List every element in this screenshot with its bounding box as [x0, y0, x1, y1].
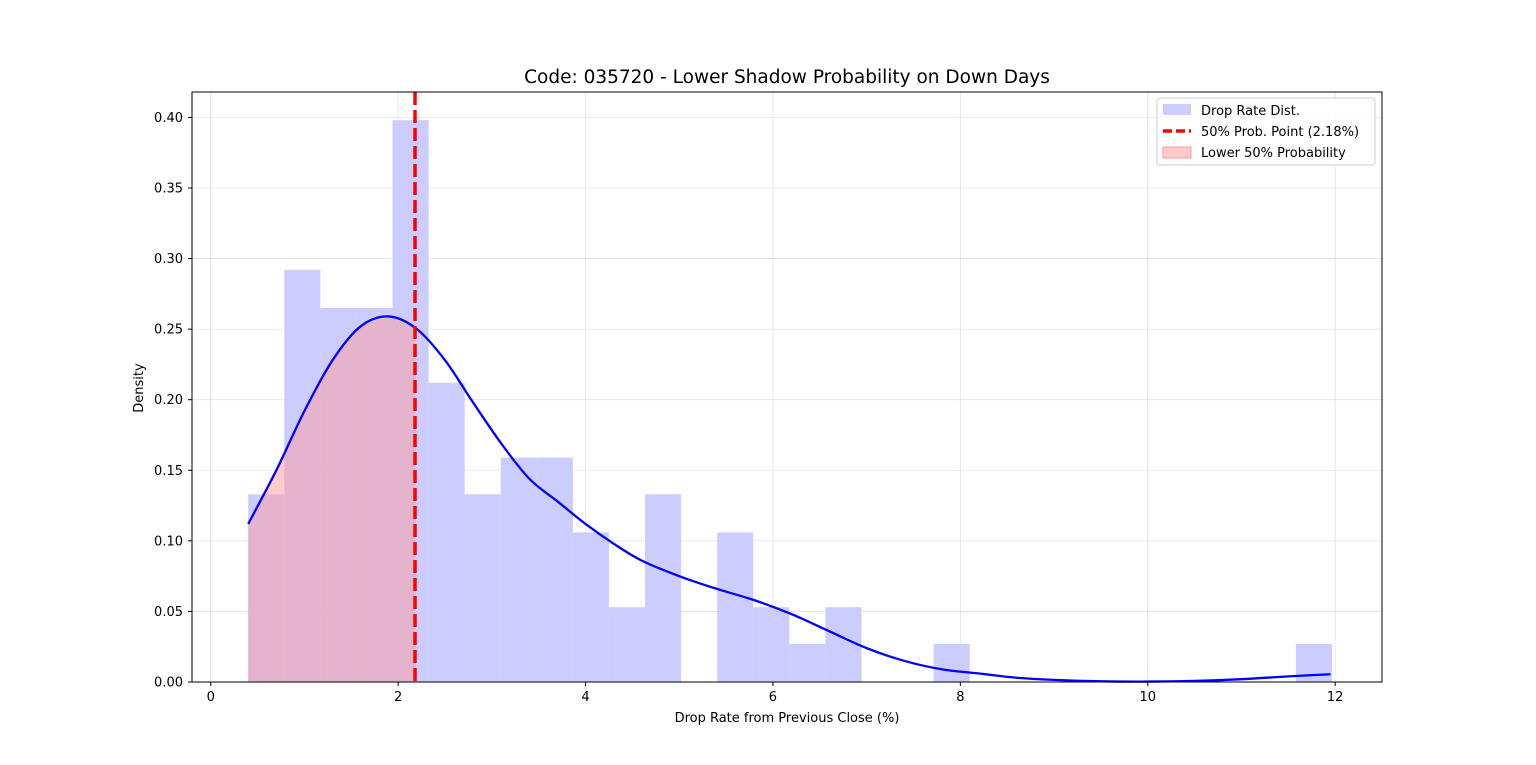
chart-title: Code: 035720 - Lower Shadow Probability …: [524, 67, 1050, 88]
y-tick-label: 0.30: [154, 252, 183, 267]
x-tick-label: 0: [207, 690, 215, 705]
y-tick-label: 0.25: [154, 323, 183, 338]
histogram-bar: [608, 607, 646, 682]
histogram-bar: [645, 494, 682, 682]
kde-line: [247, 315, 1331, 683]
lower-probability-area: [248, 316, 416, 682]
x-axis-ticks: 0 2 4 6 8 10 12: [207, 682, 1344, 705]
y-tick-label: 0.40: [154, 111, 183, 126]
y-tick-label: 0.35: [154, 181, 183, 196]
histogram-bar: [933, 643, 970, 682]
x-tick-label: 6: [769, 690, 777, 705]
legend-box: [1156, 97, 1376, 166]
histogram-bar: [428, 382, 465, 682]
legend-swatch-histogram: [1163, 104, 1191, 115]
histogram-bar: [717, 532, 754, 682]
legend-swatch-shade: [1162, 146, 1192, 159]
x-tick-label: 12: [1327, 690, 1344, 705]
histogram-bar: [572, 532, 609, 682]
y-axis-label: Density: [132, 363, 147, 413]
histogram-bar: [789, 643, 826, 682]
histogram-bar: [753, 607, 790, 682]
legend-label-shade: Lower 50% Probability: [1201, 146, 1346, 161]
legend: Drop Rate Dist. 50% Prob. Point (2.18%) …: [1156, 97, 1376, 166]
y-tick-label: 0.20: [154, 393, 183, 408]
lower-probability-shade: [248, 316, 416, 682]
x-tick-label: 8: [956, 690, 964, 705]
x-tick-label: 2: [394, 690, 402, 705]
y-axis-ticks: 0.00 0.05 0.10 0.15 0.20 0.25 0.30 0.35 0.40: [154, 111, 192, 691]
y-tick-label: 0.05: [154, 605, 183, 620]
x-tick-label: 4: [581, 690, 589, 705]
y-tick-label: 0.00: [154, 676, 183, 691]
kde-curve: [247, 315, 1331, 683]
x-tick-label: 10: [1139, 690, 1156, 705]
x-axis-label: Drop Rate from Previous Close (%): [675, 711, 900, 726]
histogram-bar: [536, 457, 573, 682]
histogram-bar: [464, 494, 501, 682]
plot-frame: [191, 91, 1383, 683]
y-tick-label: 0.15: [154, 464, 183, 479]
legend-label-median: 50% Prob. Point (2.18%): [1201, 125, 1359, 140]
legend-label-histogram: Drop Rate Dist.: [1201, 104, 1300, 119]
histogram-bar: [500, 457, 537, 682]
y-tick-label: 0.10: [154, 534, 183, 549]
